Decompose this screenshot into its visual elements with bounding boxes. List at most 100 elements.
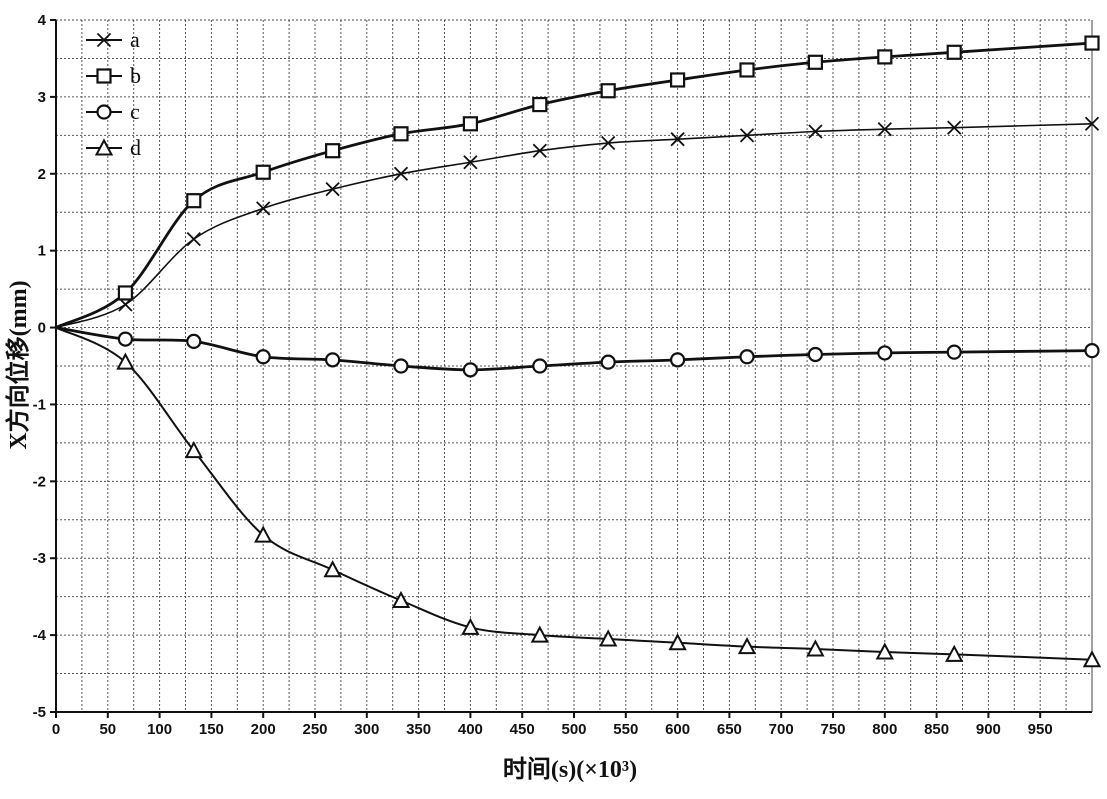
series-c — [55, 326, 1100, 378]
x-tick-label: 400 — [458, 721, 483, 738]
x-tick-label: 300 — [354, 721, 379, 738]
x-axis-title: 时间(s)(×10³) — [503, 756, 637, 783]
y-tick-label: 1 — [38, 243, 46, 260]
data-point-a — [1084, 116, 1100, 131]
data-point-b — [117, 285, 134, 301]
data-point-c — [255, 349, 271, 365]
legend-entry-a: a — [86, 27, 140, 52]
y-tick-label: 3 — [38, 89, 46, 106]
data-point-b — [393, 126, 409, 142]
data-point-d — [391, 590, 411, 609]
data-point-a — [877, 122, 892, 137]
data-point-a — [463, 155, 478, 170]
series-d — [55, 326, 1102, 668]
x-tick-label: 50 — [99, 721, 116, 738]
legend-marker-b — [96, 68, 112, 84]
legend-label-c: c — [130, 99, 140, 124]
legend-label-a: a — [130, 27, 140, 52]
data-point-a — [808, 124, 823, 139]
y-tick-label: -1 — [33, 396, 46, 413]
data-point-a — [601, 135, 616, 151]
x-tick-label: 650 — [717, 721, 742, 738]
series-a — [55, 116, 1100, 329]
data-point-b — [946, 44, 962, 60]
data-point-b — [462, 116, 478, 132]
data-point-b — [1084, 35, 1100, 51]
y-tick-label: -3 — [33, 550, 46, 567]
x-tick-label: 250 — [302, 721, 327, 738]
legend-label-b: b — [130, 63, 141, 88]
data-point-c — [807, 346, 823, 363]
data-point-d — [1082, 650, 1102, 668]
data-point-a — [532, 143, 547, 158]
y-tick-label: -2 — [33, 473, 46, 490]
data-point-c — [186, 333, 202, 349]
data-point-d — [254, 525, 273, 543]
data-point-b — [325, 143, 341, 159]
legend-label-d: d — [130, 135, 141, 160]
legend-marker-c — [96, 104, 112, 120]
data-point-d — [668, 633, 687, 651]
legend-entry-d: d — [86, 135, 141, 160]
y-tick-label: 0 — [38, 320, 46, 337]
data-point-b — [255, 164, 271, 180]
data-point-b — [669, 72, 686, 88]
data-point-a — [947, 120, 962, 135]
data-point-d — [323, 560, 342, 578]
x-tick-label: 200 — [251, 721, 276, 738]
data-point-d — [806, 639, 825, 657]
x-tick-label: 150 — [199, 721, 224, 738]
data-point-d — [530, 625, 549, 643]
x-tick-label: 800 — [872, 721, 897, 738]
data-point-a — [186, 231, 201, 247]
series-group — [55, 35, 1102, 668]
x-tick-label: 450 — [510, 721, 535, 738]
data-point-b — [877, 49, 893, 65]
data-point-d — [945, 644, 964, 662]
data-point-c — [462, 362, 478, 378]
data-point-b — [739, 62, 755, 78]
legend-marker-a — [96, 32, 112, 48]
y-tick-label: -5 — [33, 704, 46, 721]
y-tick-label: 4 — [38, 12, 47, 29]
x-tick-label: 900 — [976, 721, 1001, 738]
data-point-d — [116, 352, 135, 370]
legend-marker-d — [94, 138, 114, 156]
data-point-d — [599, 629, 618, 647]
x-tick-label: 750 — [820, 721, 845, 738]
x-tick-label: 700 — [769, 721, 794, 738]
data-point-b — [186, 193, 202, 209]
data-point-c — [600, 354, 616, 370]
grid — [56, 20, 1092, 712]
data-point-c — [393, 358, 409, 374]
data-point-c — [946, 344, 962, 360]
data-point-d — [737, 637, 757, 655]
data-point-a — [325, 182, 340, 197]
data-point-c — [325, 352, 341, 368]
x-tick-label: 850 — [924, 721, 949, 738]
axes — [50, 19, 1093, 718]
data-point-b — [532, 96, 548, 113]
data-point-c — [739, 349, 755, 365]
x-tick-label: 100 — [147, 721, 172, 738]
data-point-a — [256, 201, 271, 216]
data-point-d — [461, 617, 480, 635]
data-point-b — [600, 83, 616, 99]
data-point-b — [807, 54, 823, 70]
data-point-c — [532, 358, 548, 374]
data-point-a — [393, 166, 409, 181]
data-point-c — [117, 331, 134, 347]
y-axis-title: X方向位移(mm) — [4, 280, 32, 449]
tick-labels: 0 50 100 150 200 250 300 350 400 450 500 550 600 650 7… — [33, 12, 1053, 738]
legend-entry-c: c — [86, 99, 140, 124]
data-point-c — [669, 352, 686, 368]
legend-entry-b: b — [86, 63, 141, 88]
x-tick-label: 0 — [52, 721, 60, 738]
y-tick-label: -4 — [33, 627, 47, 644]
data-point-a — [739, 128, 755, 143]
data-point-d — [184, 440, 203, 459]
x-tick-label: 950 — [1028, 721, 1053, 738]
data-point-d — [875, 642, 894, 660]
